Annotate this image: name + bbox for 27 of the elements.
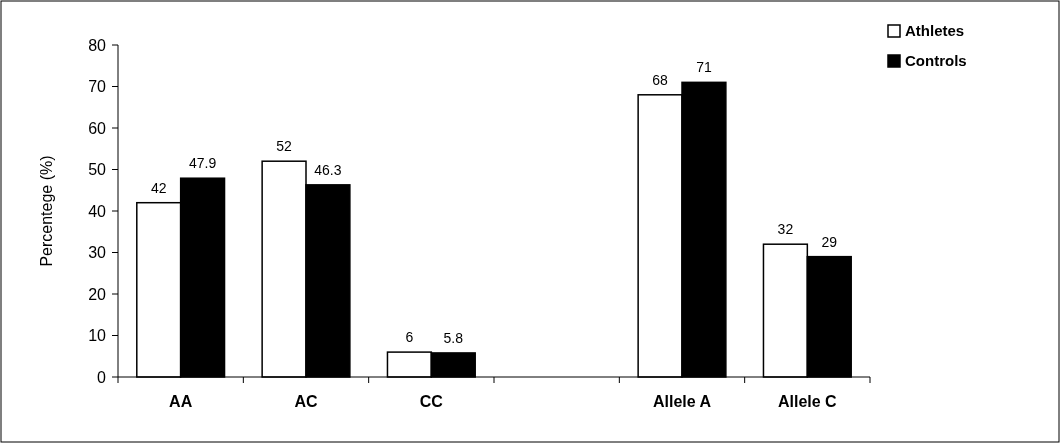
y-tick-label: 70 (88, 78, 107, 96)
y-axis-title: Percentege (%) (38, 155, 55, 267)
data-label: 29 (821, 233, 838, 250)
x-tick-label: CC (419, 393, 444, 410)
y-tick-label: 50 (88, 161, 107, 179)
x-tick-label: Allele A (652, 393, 712, 410)
data-label: 46.3 (314, 161, 342, 178)
y-tick-label: 60 (88, 119, 107, 137)
data-label: 68 (652, 71, 669, 88)
y-tick-label: 30 (88, 244, 107, 262)
y-tick-label: 0 (97, 368, 107, 386)
data-label: 47.9 (188, 155, 217, 172)
data-label: 32 (777, 221, 794, 238)
y-tick-label: 40 (88, 202, 107, 220)
data-label: 52 (276, 138, 293, 155)
x-tick-label: Allele C (777, 393, 838, 410)
data-label: 5.8 (443, 329, 464, 346)
y-tick-label: 10 (88, 327, 107, 345)
data-label: 42 (150, 179, 167, 196)
y-tick-label: 80 (88, 36, 107, 54)
y-tick-label: 20 (88, 285, 107, 303)
data-label: 71 (696, 59, 712, 76)
x-tick-label: AC (294, 393, 318, 410)
data-label: 6 (405, 329, 414, 346)
x-tick-label: AA (169, 393, 193, 410)
legend-label: Controls (905, 52, 967, 70)
legend-label: Athletes (905, 22, 965, 40)
